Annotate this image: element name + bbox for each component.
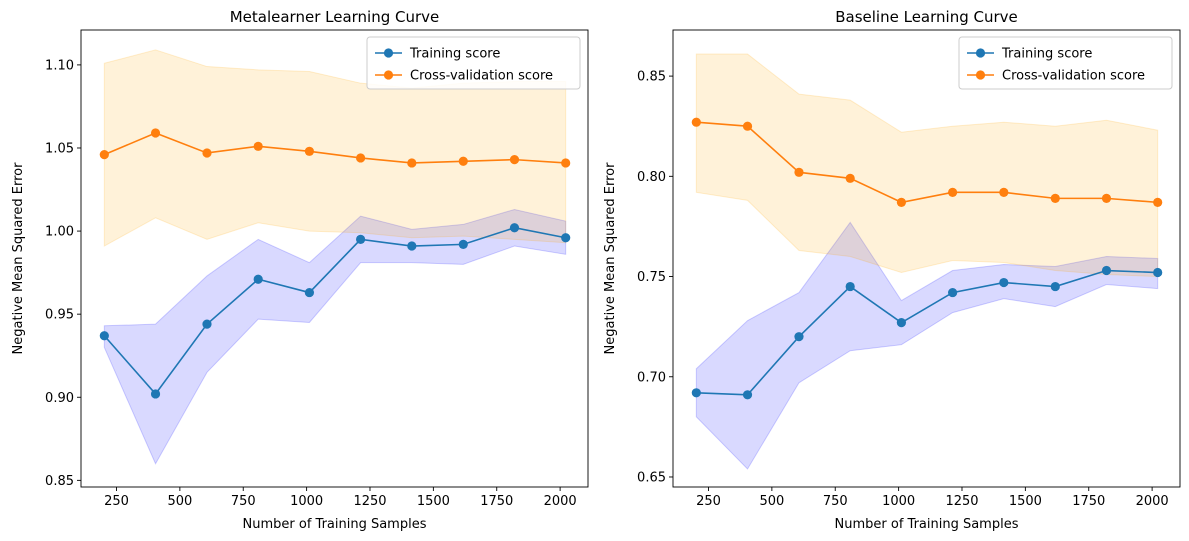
data-point-training xyxy=(1153,267,1163,278)
y-axis-label: Negative Mean Squared Error xyxy=(11,162,26,355)
data-point-cv xyxy=(845,173,855,183)
confidence-band-training xyxy=(103,208,567,465)
x-tick-label: 2000 xyxy=(1136,494,1169,509)
data-point-cv xyxy=(561,158,571,168)
data-point-training xyxy=(407,241,417,251)
data-point-training xyxy=(794,332,804,342)
y-tick-label: 1.00 xyxy=(45,225,74,240)
data-point-cv xyxy=(150,128,161,138)
x-tick-label: 750 xyxy=(231,494,256,509)
y-tick-label: 1.10 xyxy=(45,58,74,73)
y-tick-label: 1.05 xyxy=(45,141,74,156)
data-point-training xyxy=(253,274,263,284)
data-point-training xyxy=(304,287,315,298)
data-point-training xyxy=(845,281,855,292)
chart-title: Metalearner Learning Curve xyxy=(230,8,440,26)
y-tick-label: 0.85 xyxy=(637,70,666,85)
data-point-training xyxy=(150,389,161,399)
data-point-cv xyxy=(742,121,753,131)
data-point-training xyxy=(948,287,958,298)
data-point-cv xyxy=(1101,193,1112,203)
x-tick-label: 250 xyxy=(104,494,129,509)
y-tick-label: 0.85 xyxy=(45,474,74,489)
x-tick-label: 1000 xyxy=(290,494,323,509)
legend-label-cv: Cross-validation score xyxy=(410,69,553,84)
data-point-cv xyxy=(458,156,468,166)
legend-frame xyxy=(366,36,581,90)
chart-panel-1: 250 500 750 1000 1250 1500 1750 2000 0.85 0.90 0.9… xyxy=(11,8,589,532)
y-tick-label: 0.90 xyxy=(45,391,74,406)
data-point-cv xyxy=(1153,197,1163,207)
x-tick-label: 2000 xyxy=(544,494,577,509)
data-point-cv xyxy=(407,158,417,168)
data-point-training xyxy=(356,234,366,244)
data-point-cv xyxy=(356,153,366,163)
confidence-band-training xyxy=(695,221,1159,470)
data-point-cv xyxy=(948,187,958,197)
data-point-cv xyxy=(253,141,263,151)
x-tick-label: 1500 xyxy=(1009,494,1042,509)
x-tick-label: 1750 xyxy=(480,494,513,509)
data-point-cv xyxy=(691,117,701,127)
x-tick-label: 750 xyxy=(823,494,848,509)
data-point-training xyxy=(99,331,109,341)
legend: Training score Cross-validation score xyxy=(958,36,1173,90)
series-line-cv xyxy=(696,121,1158,204)
plot-frame xyxy=(80,29,589,488)
data-point-training xyxy=(509,223,520,233)
x-tick-label: 1250 xyxy=(353,494,386,509)
x-axis-label: Number of Training Samples xyxy=(835,517,1019,532)
legend-marker-cv xyxy=(975,70,986,80)
data-point-cv xyxy=(1050,193,1060,203)
data-point-cv xyxy=(202,148,212,158)
confidence-band-cv xyxy=(103,49,567,247)
data-point-cv xyxy=(99,150,109,160)
legend-marker-training xyxy=(383,48,394,58)
x-tick-label: 500 xyxy=(167,494,192,509)
y-tick-label: 0.95 xyxy=(45,308,74,323)
data-point-cv xyxy=(794,167,804,177)
data-point-training xyxy=(202,319,212,329)
legend-label-training: Training score xyxy=(1001,47,1092,62)
data-point-training xyxy=(458,239,468,249)
x-tick-label: 500 xyxy=(759,494,784,509)
data-point-training xyxy=(896,318,907,328)
data-point-training xyxy=(691,388,701,398)
y-tick-label: 0.65 xyxy=(637,470,666,485)
y-tick-label: 0.80 xyxy=(637,170,666,185)
y-axis-label: Negative Mean Squared Error xyxy=(603,162,618,355)
data-point-cv xyxy=(304,146,315,156)
y-tick-label: 0.70 xyxy=(637,370,666,385)
data-point-training xyxy=(561,233,571,243)
x-tick-label: 250 xyxy=(696,494,721,509)
x-tick-label: 1750 xyxy=(1072,494,1105,509)
legend-frame xyxy=(958,36,1173,90)
data-point-training xyxy=(1101,265,1112,276)
legend-marker-cv xyxy=(383,70,394,80)
x-tick-label: 1000 xyxy=(882,494,915,509)
data-point-cv xyxy=(896,197,907,207)
series-line-training xyxy=(103,226,566,396)
data-point-training xyxy=(999,277,1009,288)
legend-marker-training xyxy=(975,48,986,58)
y-tick-label: 0.75 xyxy=(637,270,666,285)
x-tick-label: 1250 xyxy=(945,494,978,509)
chart-panel-2: 250 500 750 1000 1250 1500 1750 2000 0.65 0.70 0.7… xyxy=(603,8,1181,532)
data-point-cv xyxy=(509,155,520,165)
x-tick-label: 1500 xyxy=(417,494,450,509)
data-point-cv xyxy=(999,187,1009,197)
x-axis-label: Number of Training Samples xyxy=(243,517,427,532)
legend-label-cv: Cross-validation score xyxy=(1002,69,1145,84)
legend: Training score Cross-validation score xyxy=(366,36,581,90)
legend-label-training: Training score xyxy=(409,47,500,62)
series-line-training xyxy=(696,269,1158,396)
data-point-training xyxy=(742,390,753,400)
series-line-cv xyxy=(104,132,566,164)
plot-frame xyxy=(672,29,1181,488)
chart-title: Baseline Learning Curve xyxy=(835,8,1018,26)
data-point-training xyxy=(1050,281,1060,292)
